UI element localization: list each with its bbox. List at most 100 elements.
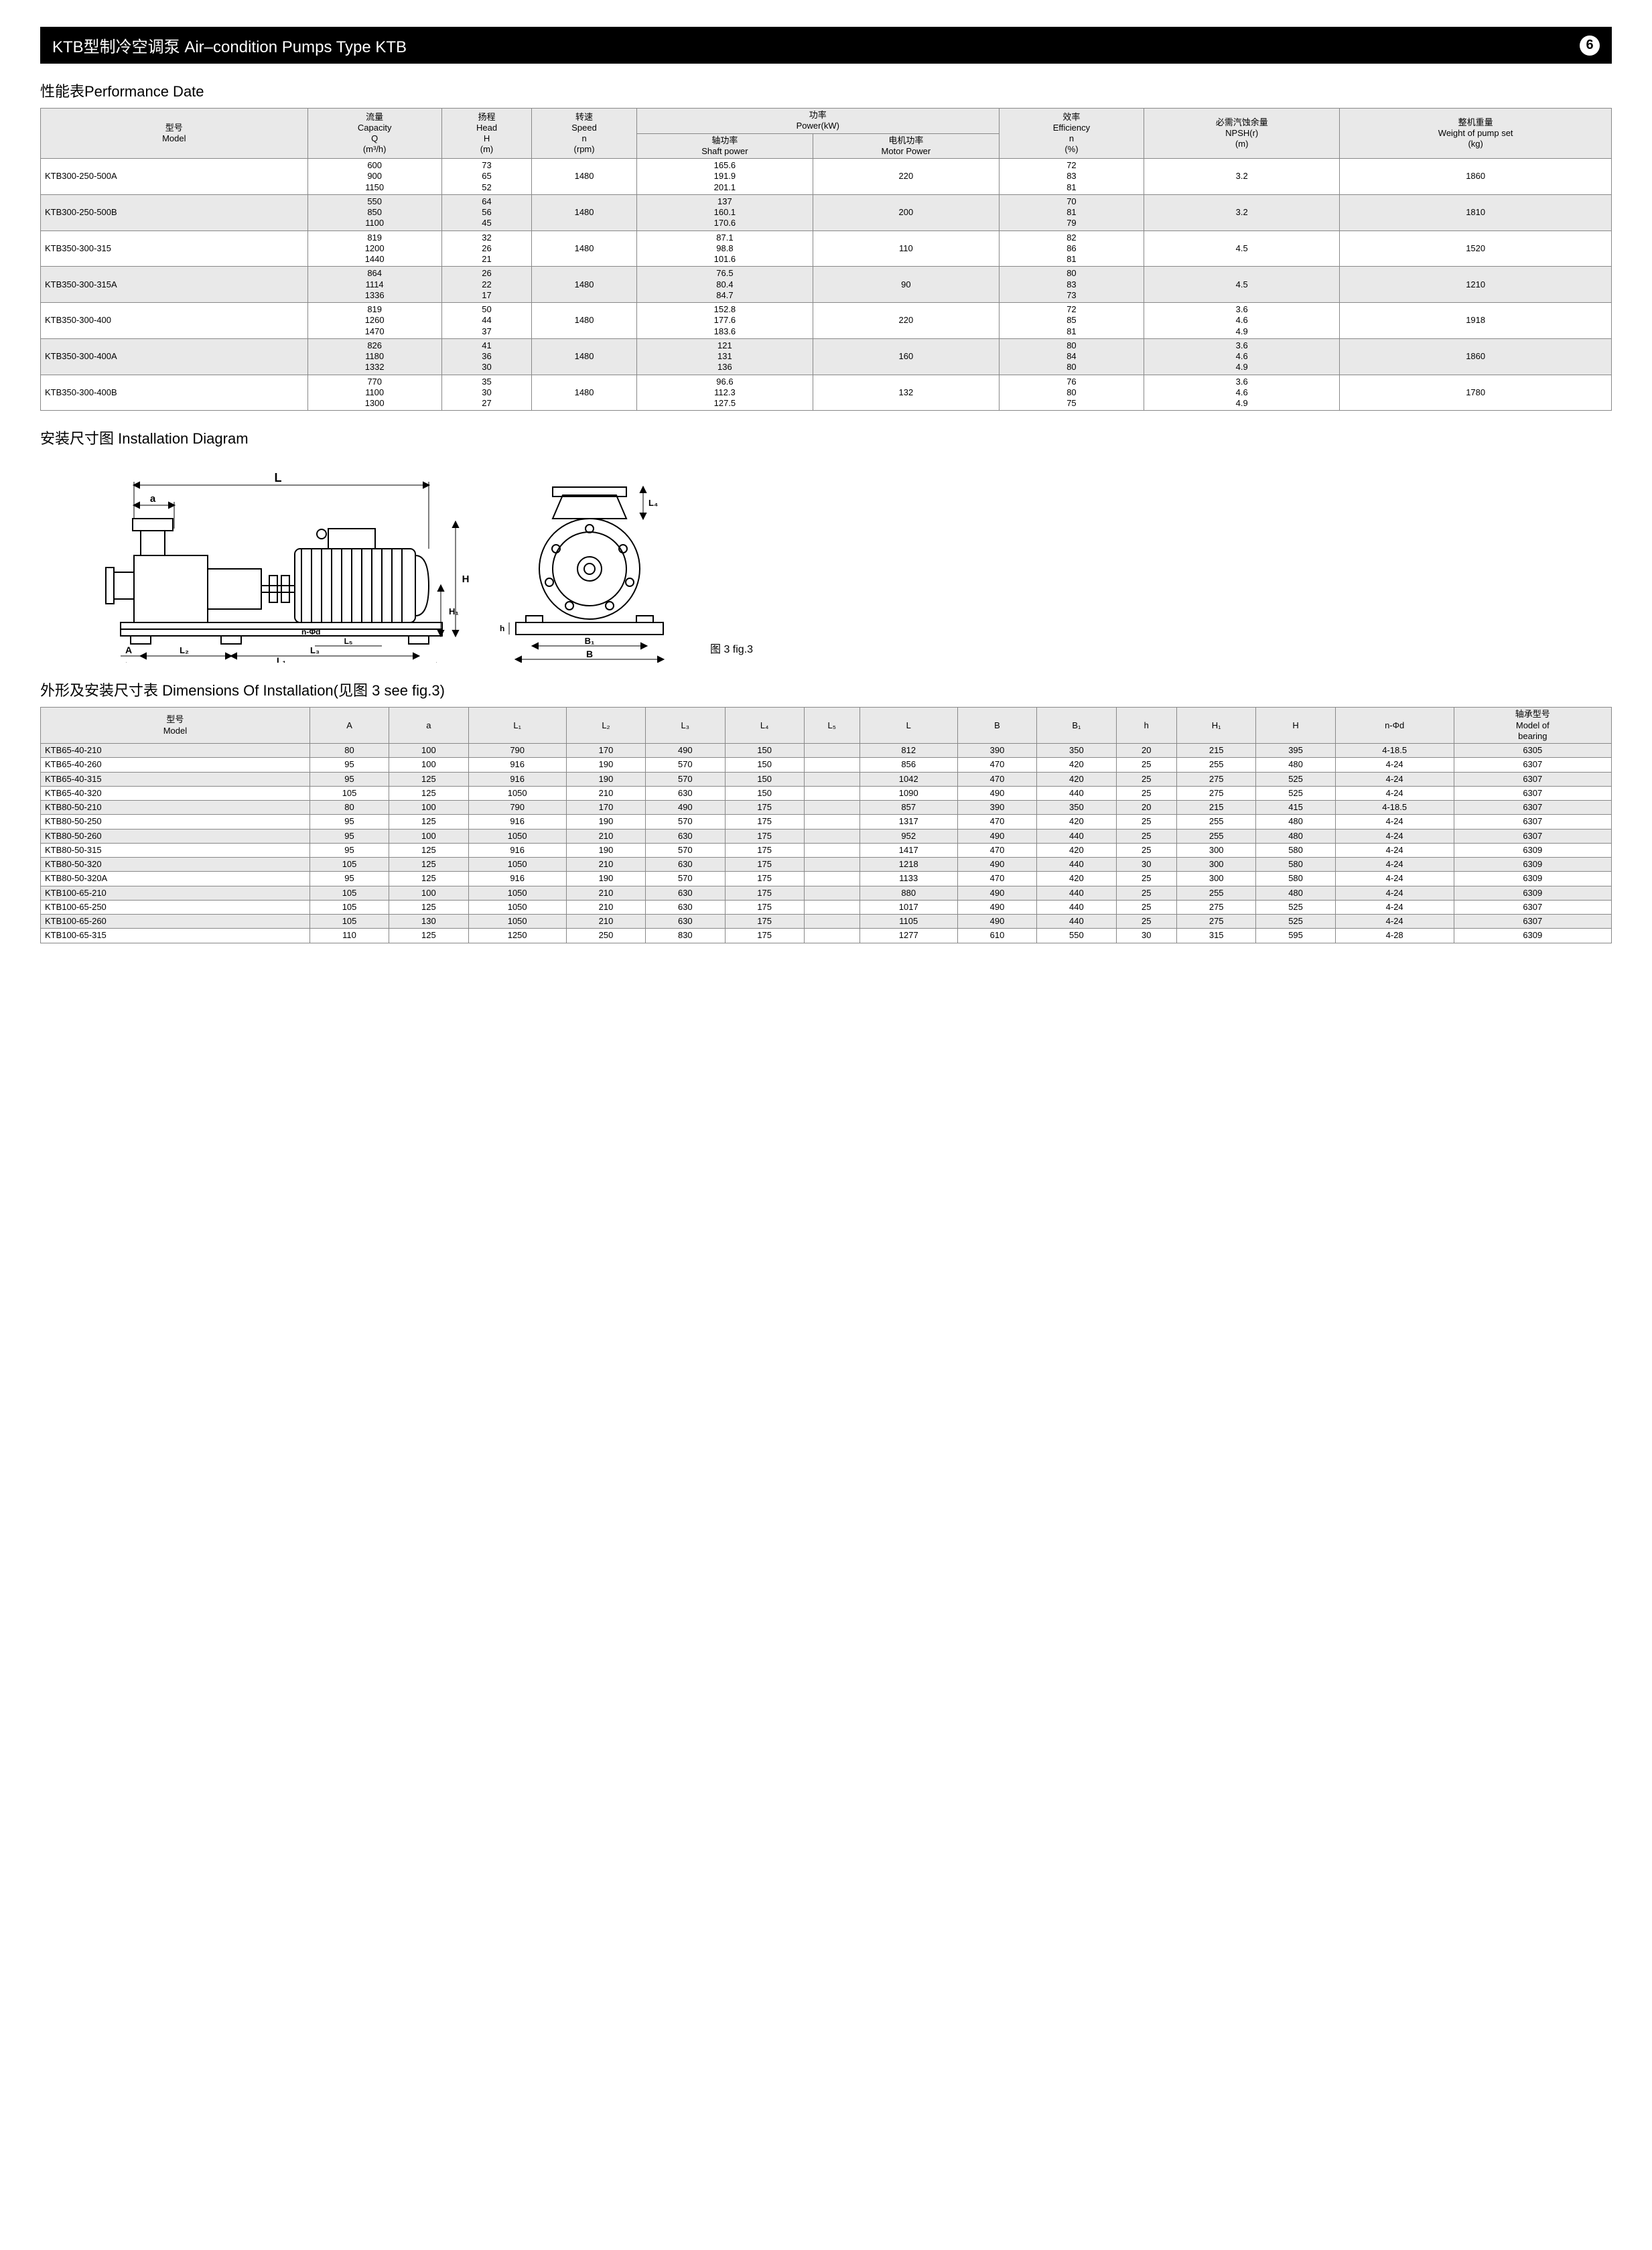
table-cell: 4.5: [1144, 230, 1340, 267]
table-row: KTB80-50-3201051251050210630175121849044…: [41, 858, 1612, 872]
table-cell: 390: [957, 744, 1036, 758]
table-cell: KTB80-50-320: [41, 858, 310, 872]
table-cell: 1918: [1340, 303, 1612, 339]
table-cell: 819 1260 1470: [307, 303, 441, 339]
table-cell: 175: [725, 915, 804, 929]
table-cell: 255: [1177, 886, 1256, 900]
table-cell: 1480: [532, 194, 636, 230]
diagram-caption: 图 3 fig.3: [710, 640, 753, 663]
table-cell: 420: [1037, 872, 1116, 886]
table-cell: 916: [468, 772, 566, 786]
table-cell: 25: [1116, 772, 1176, 786]
table-cell: KTB350-300-315A: [41, 267, 308, 303]
table-cell: KTB350-300-400A: [41, 338, 308, 375]
th-dim: n-Φd: [1335, 708, 1454, 744]
table-cell: 100: [389, 801, 468, 815]
table-cell: 570: [646, 758, 725, 772]
table-cell: 1417: [859, 843, 957, 857]
table-cell: 210: [566, 915, 645, 929]
table-cell: 170: [566, 801, 645, 815]
table-cell: 595: [1256, 929, 1335, 943]
table-cell: 570: [646, 843, 725, 857]
table-cell: 4-24: [1335, 915, 1454, 929]
table-cell: 630: [646, 786, 725, 800]
table-cell: 4-24: [1335, 858, 1454, 872]
table-cell: 440: [1037, 886, 1116, 900]
performance-table-body: KTB300-250-500A600 900 115073 65 5214801…: [41, 159, 1612, 411]
dimensions-table-head-row: 型号 ModelAaL₁L₂L₃L₄L₅LBB₁hH₁Hn-Φd轴承型号 Mod…: [41, 708, 1612, 744]
table-cell: 440: [1037, 915, 1116, 929]
th-dim: L₂: [566, 708, 645, 744]
table-row: KTB350-300-315819 1200 144032 26 2114808…: [41, 230, 1612, 267]
table-cell: 1250: [468, 929, 566, 943]
table-cell: 770 1100 1300: [307, 375, 441, 411]
table-cell: 300: [1177, 858, 1256, 872]
table-cell: 440: [1037, 786, 1116, 800]
table-cell: 6307: [1454, 801, 1611, 815]
th-dim: B₁: [1037, 708, 1116, 744]
th-capacity: 流量 Capacity Q (m³/h): [307, 109, 441, 159]
table-row: KTB80-50-320A951259161905701751133470420…: [41, 872, 1612, 886]
table-cell: 170: [566, 744, 645, 758]
table-cell: 470: [957, 772, 1036, 786]
table-cell: [804, 758, 859, 772]
table-cell: 525: [1256, 915, 1335, 929]
table-cell: 6305: [1454, 744, 1611, 758]
page-title: KTB型制冷空调泵 Air–condition Pumps Type KTB: [52, 34, 407, 57]
th-dim: L: [859, 708, 957, 744]
table-cell: 175: [725, 843, 804, 857]
table-cell: 300: [1177, 872, 1256, 886]
dimensions-table: 型号 ModelAaL₁L₂L₃L₄L₅LBB₁hH₁Hn-Φd轴承型号 Mod…: [40, 707, 1612, 943]
table-cell: KTB80-50-250: [41, 815, 310, 829]
table-cell: 125: [389, 929, 468, 943]
table-row: KTB65-40-3201051251050210630150109049044…: [41, 786, 1612, 800]
table-cell: 4-24: [1335, 829, 1454, 843]
table-cell: 87.1 98.8 101.6: [636, 230, 813, 267]
svg-text:L₂: L₂: [180, 645, 189, 655]
table-cell: 1050: [468, 900, 566, 914]
table-cell: 30: [1116, 929, 1176, 943]
table-row: KTB350-300-400B770 1100 130035 30 271480…: [41, 375, 1612, 411]
table-cell: 6309: [1454, 929, 1611, 943]
svg-text:H₁: H₁: [449, 606, 459, 616]
diagram-side-view: L a H H₁ A L₂ L₃ L₅ n-Φd L₁: [94, 455, 469, 663]
table-cell: 1860: [1340, 338, 1612, 375]
table-cell: 125: [389, 900, 468, 914]
table-cell: 250: [566, 929, 645, 943]
table-cell: 25: [1116, 815, 1176, 829]
th-power-group: 功率 Power(kW): [636, 109, 999, 134]
table-cell: 105: [309, 915, 389, 929]
table-cell: 1105: [859, 915, 957, 929]
table-cell: 125: [389, 843, 468, 857]
table-cell: 3.2: [1144, 159, 1340, 195]
table-cell: 952: [859, 829, 957, 843]
diagram-end-view: L₄ h B₁ B: [489, 455, 690, 663]
table-row: KTB80-50-2609510010502106301759524904402…: [41, 829, 1612, 843]
table-row: KTB80-50-2509512591619057017513174704202…: [41, 815, 1612, 829]
performance-heading: 性能表Performance Date: [40, 80, 1612, 101]
table-cell: 490: [957, 886, 1036, 900]
table-cell: KTB65-40-260: [41, 758, 310, 772]
table-cell: 4.5: [1144, 267, 1340, 303]
svg-text:L₁: L₁: [277, 655, 287, 663]
table-cell: 819 1200 1440: [307, 230, 441, 267]
table-row: KTB350-300-400A826 1180 133241 36 301480…: [41, 338, 1612, 375]
table-cell: 315: [1177, 929, 1256, 943]
table-cell: 4-28: [1335, 929, 1454, 943]
table-cell: 4-24: [1335, 815, 1454, 829]
table-cell: 110: [309, 929, 389, 943]
table-cell: 916: [468, 843, 566, 857]
table-cell: 6309: [1454, 886, 1611, 900]
table-cell: 1480: [532, 375, 636, 411]
table-cell: 175: [725, 801, 804, 815]
table-cell: 125: [389, 872, 468, 886]
th-dim: B: [957, 708, 1036, 744]
table-cell: KTB65-40-315: [41, 772, 310, 786]
table-cell: [804, 801, 859, 815]
table-cell: 6307: [1454, 758, 1611, 772]
table-cell: 1480: [532, 267, 636, 303]
table-cell: 275: [1177, 915, 1256, 929]
table-cell: [804, 915, 859, 929]
table-cell: [804, 829, 859, 843]
table-cell: 125: [389, 772, 468, 786]
